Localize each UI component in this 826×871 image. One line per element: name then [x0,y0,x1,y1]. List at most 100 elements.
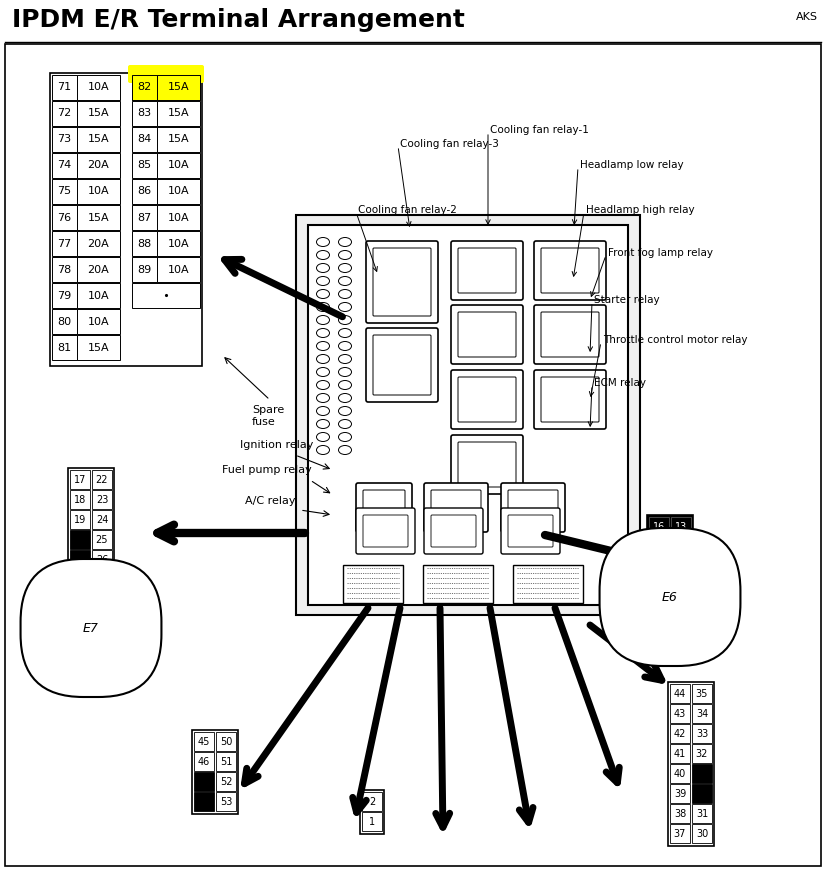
FancyBboxPatch shape [77,205,120,230]
Text: 71: 71 [58,83,72,92]
FancyBboxPatch shape [52,205,77,230]
Ellipse shape [316,238,330,246]
FancyBboxPatch shape [52,75,77,100]
FancyBboxPatch shape [194,732,214,751]
FancyBboxPatch shape [157,257,200,282]
FancyBboxPatch shape [52,153,77,178]
Text: 83: 83 [137,109,151,118]
Ellipse shape [339,368,352,376]
FancyBboxPatch shape [534,241,606,300]
FancyBboxPatch shape [671,557,691,576]
FancyBboxPatch shape [70,490,90,509]
FancyBboxPatch shape [77,309,120,334]
Text: 10A: 10A [88,83,109,92]
FancyBboxPatch shape [671,537,691,556]
FancyBboxPatch shape [670,824,690,843]
FancyBboxPatch shape [373,335,431,395]
FancyBboxPatch shape [157,179,200,204]
FancyBboxPatch shape [52,101,77,126]
Ellipse shape [339,394,352,402]
FancyBboxPatch shape [451,370,523,429]
Text: 26: 26 [96,555,108,564]
Text: 85: 85 [137,160,151,171]
Ellipse shape [339,315,352,325]
Text: 15A: 15A [168,83,189,92]
Ellipse shape [316,407,330,415]
FancyBboxPatch shape [92,510,112,529]
FancyBboxPatch shape [670,744,690,763]
Text: 16: 16 [653,522,665,531]
Text: 14: 14 [653,562,665,571]
FancyBboxPatch shape [670,724,690,743]
Ellipse shape [339,354,352,363]
FancyBboxPatch shape [70,590,90,609]
Ellipse shape [339,251,352,260]
FancyBboxPatch shape [458,312,516,357]
Text: Cooling fan relay-2: Cooling fan relay-2 [358,205,457,215]
FancyBboxPatch shape [52,127,77,152]
FancyBboxPatch shape [671,517,691,536]
FancyBboxPatch shape [508,515,553,547]
Text: 53: 53 [220,796,232,807]
FancyBboxPatch shape [132,231,157,256]
FancyBboxPatch shape [356,483,412,532]
FancyBboxPatch shape [356,508,415,554]
FancyBboxPatch shape [670,764,690,783]
Ellipse shape [316,276,330,286]
FancyBboxPatch shape [501,508,560,554]
FancyBboxPatch shape [194,792,214,811]
FancyBboxPatch shape [373,248,431,316]
FancyBboxPatch shape [423,565,493,603]
Text: 74: 74 [57,160,72,171]
FancyBboxPatch shape [668,682,714,846]
FancyBboxPatch shape [458,377,516,422]
FancyBboxPatch shape [157,75,200,100]
Text: 1: 1 [369,816,375,827]
Ellipse shape [339,420,352,429]
Ellipse shape [339,407,352,415]
FancyBboxPatch shape [541,312,599,357]
FancyBboxPatch shape [362,792,382,811]
FancyBboxPatch shape [692,684,712,703]
Text: 27: 27 [96,575,108,584]
FancyBboxPatch shape [670,804,690,823]
Text: Spare: Spare [252,405,284,415]
Ellipse shape [316,445,330,455]
Text: 51: 51 [220,757,232,766]
FancyBboxPatch shape [132,75,157,100]
Text: 32: 32 [695,748,708,759]
FancyBboxPatch shape [670,704,690,723]
FancyBboxPatch shape [692,704,712,723]
Text: Cooling fan relay-1: Cooling fan relay-1 [490,125,589,135]
Text: 25: 25 [96,535,108,544]
Ellipse shape [316,302,330,312]
FancyBboxPatch shape [132,283,200,308]
Text: 76: 76 [58,213,72,222]
Text: 78: 78 [57,265,72,274]
Text: 18: 18 [74,495,86,504]
Text: 84: 84 [137,134,152,145]
Text: 20A: 20A [88,265,109,274]
Text: E6: E6 [662,591,678,604]
FancyBboxPatch shape [132,179,157,204]
FancyBboxPatch shape [77,127,120,152]
Ellipse shape [339,302,352,312]
Text: Front fog lamp relay: Front fog lamp relay [608,248,713,258]
Text: 10A: 10A [168,213,189,222]
FancyBboxPatch shape [77,231,120,256]
FancyBboxPatch shape [692,724,712,743]
FancyBboxPatch shape [70,470,90,489]
Text: 15A: 15A [88,213,109,222]
FancyBboxPatch shape [424,483,488,532]
Text: 81: 81 [58,342,72,353]
FancyBboxPatch shape [77,257,120,282]
Text: 80: 80 [58,316,72,327]
FancyBboxPatch shape [52,257,77,282]
Text: 82: 82 [137,83,152,92]
FancyBboxPatch shape [132,153,157,178]
Text: 89: 89 [137,265,152,274]
FancyBboxPatch shape [77,283,120,308]
FancyBboxPatch shape [92,490,112,509]
FancyBboxPatch shape [458,442,516,487]
Ellipse shape [339,381,352,389]
